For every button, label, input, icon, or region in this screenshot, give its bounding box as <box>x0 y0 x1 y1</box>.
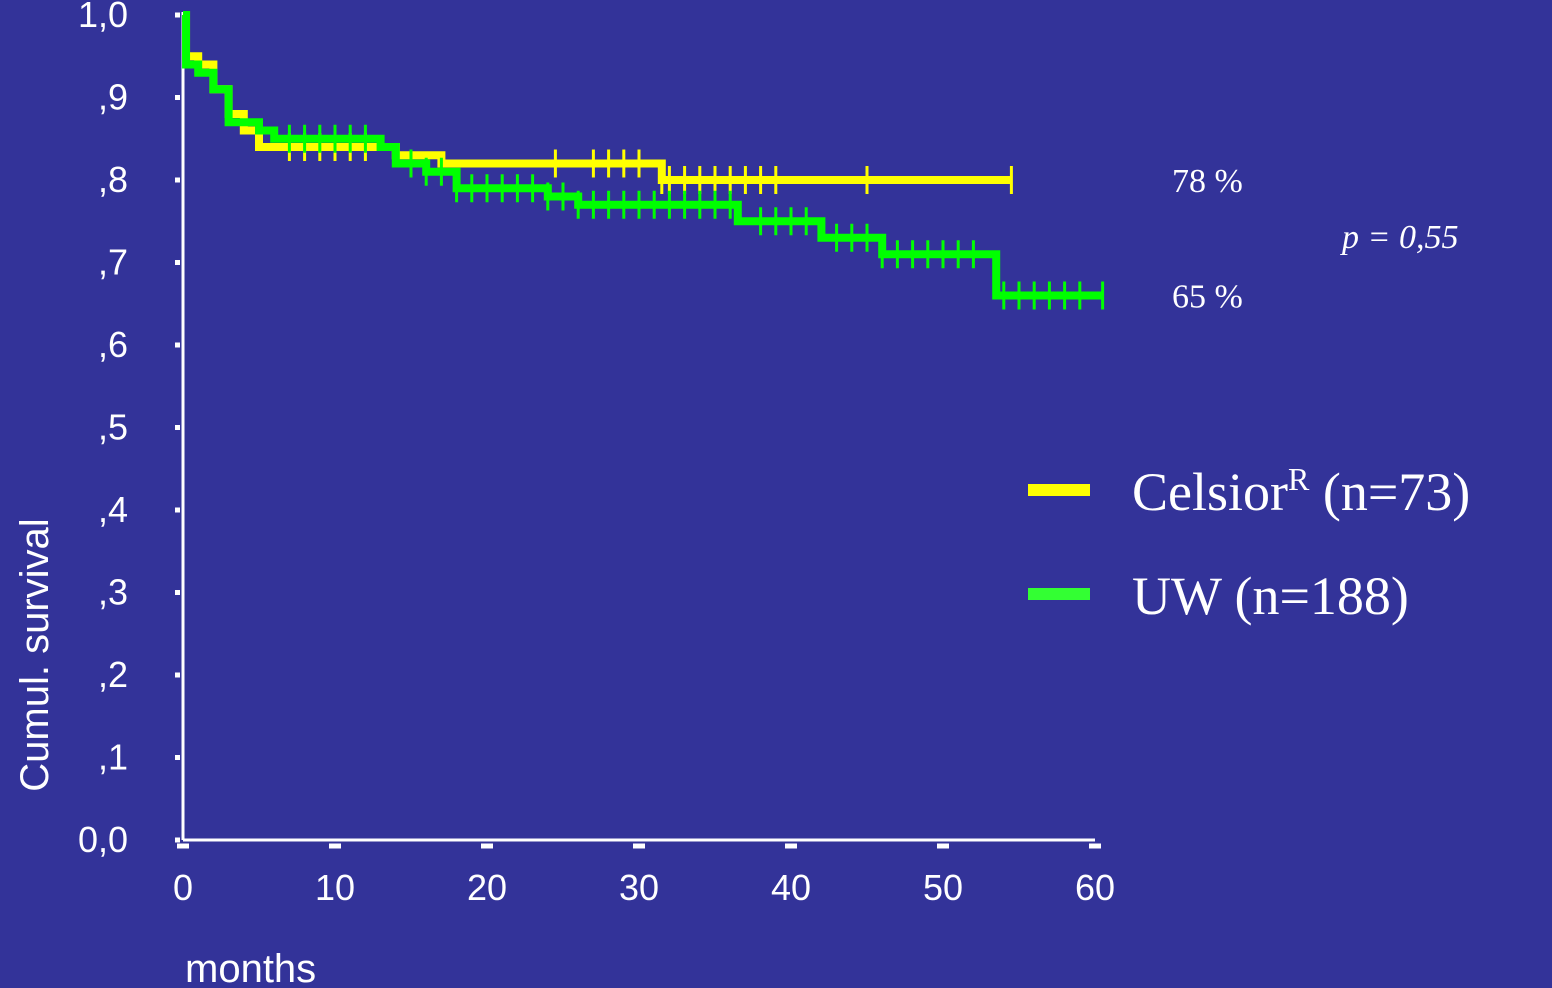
y-ticks: 0,0 ,1 ,2 ,3 ,4 ,5 ,6 ,7 ,8 ,9 1,0 <box>78 0 180 860</box>
x-tick-label: 0 <box>173 867 193 908</box>
legend-swatch <box>1028 588 1090 600</box>
legend-superscript: R <box>1288 461 1310 497</box>
legend: CelsiorR (n=73) UW (n=188) <box>1028 461 1470 626</box>
end-survival-label: 78 % <box>1172 163 1243 200</box>
legend-series-name: Celsior <box>1132 462 1288 522</box>
y-tick-label: ,3 <box>98 572 128 613</box>
x-axis-title: months <box>185 947 316 988</box>
end-survival-label: 65 % <box>1172 279 1243 316</box>
y-tick-label: 0,0 <box>78 819 128 860</box>
y-tick-label: ,8 <box>98 159 128 200</box>
p-value-annotation: p = 0,55 <box>1340 219 1458 256</box>
x-tick-label: 10 <box>315 867 355 908</box>
x-tick-label: 20 <box>467 867 507 908</box>
y-tick-label: ,4 <box>98 489 128 530</box>
y-tick-label: ,1 <box>98 737 128 778</box>
axes <box>181 12 1095 842</box>
legend-series-count: (n=73) <box>1309 462 1470 522</box>
series-uw: 65 % <box>182 11 1243 316</box>
series-celsior: 78 % <box>182 11 1243 200</box>
legend-series-name: UW <box>1132 566 1222 626</box>
legend-entry: UW (n=188) <box>1132 566 1409 626</box>
y-tick-label: ,6 <box>98 324 128 365</box>
series-layer: 78 % 65 % <box>182 11 1243 316</box>
survival-line <box>182 11 1012 184</box>
x-tick-label: 30 <box>619 867 659 908</box>
x-tick-label: 60 <box>1075 867 1115 908</box>
y-tick-label: ,7 <box>98 242 128 283</box>
y-axis-title: Cumul. survival <box>13 518 57 791</box>
x-tick-label: 50 <box>923 867 963 908</box>
legend-swatch <box>1028 484 1090 496</box>
y-tick-label: ,2 <box>98 654 128 695</box>
x-tick-label: 40 <box>771 867 811 908</box>
y-tick-label: ,9 <box>98 77 128 118</box>
y-tick-label: ,5 <box>98 407 128 448</box>
labels-layer: Cumul. survival months p = 0,55 <box>13 219 1458 988</box>
y-tick-label: 1,0 <box>78 0 128 35</box>
legend-series-count: (n=188) <box>1221 566 1409 626</box>
x-ticks: 0 10 20 30 40 50 60 <box>173 843 1115 908</box>
legend-entry: CelsiorR (n=73) <box>1132 461 1470 522</box>
